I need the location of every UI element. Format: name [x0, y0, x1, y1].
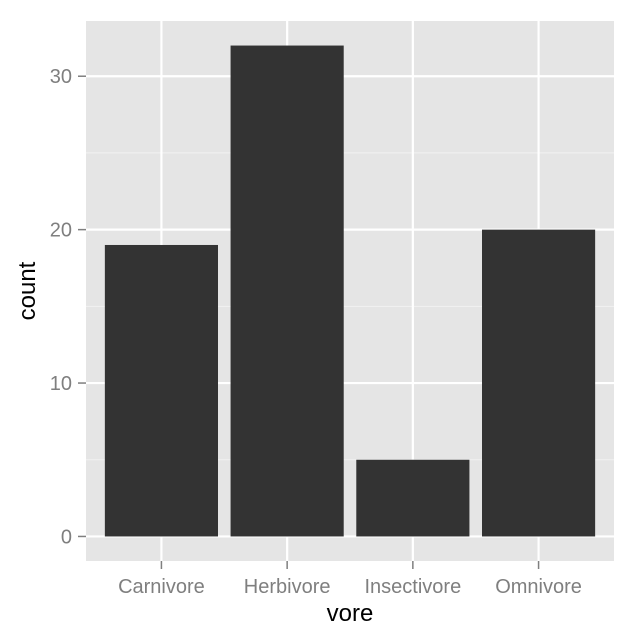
bar-insectivore	[356, 459, 470, 537]
y-tick-label: 30	[50, 66, 72, 88]
y-tick-label: 10	[50, 373, 72, 395]
x-axis-title: vore	[327, 600, 374, 627]
y-axis-title: count	[14, 261, 41, 320]
y-axis-ticks: 0 10 20 30	[50, 66, 86, 548]
bar-carnivore	[104, 244, 218, 537]
bars	[104, 45, 596, 537]
y-tick-label: 20	[50, 220, 72, 242]
x-tick-label: Carnivore	[118, 576, 205, 598]
bar-herbivore	[230, 45, 344, 537]
x-tick-label: Herbivore	[244, 576, 331, 598]
x-tick-label: Insectivore	[364, 576, 461, 598]
y-tick-label: 0	[61, 526, 72, 548]
bar-omnivore	[482, 229, 596, 537]
x-tick-label: Omnivore	[495, 576, 582, 598]
x-axis-ticks: Carnivore Herbivore Insectivore Omnivore	[118, 561, 582, 598]
